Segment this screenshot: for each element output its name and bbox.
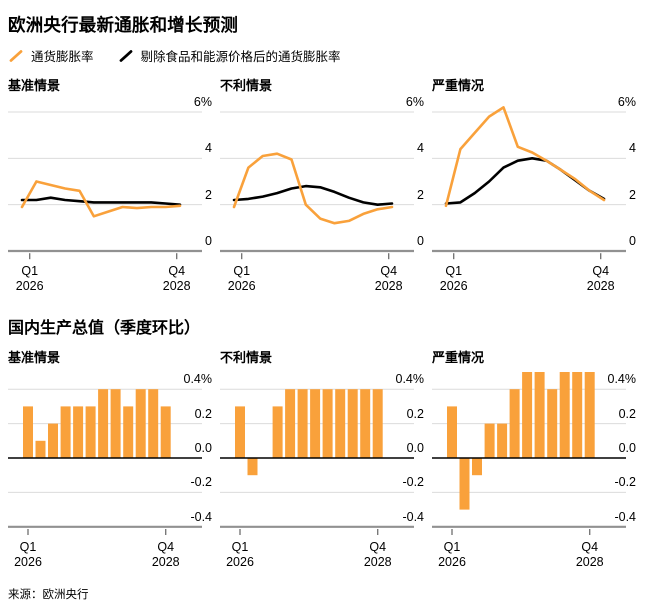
y-axis-label: 0.0 (406, 441, 424, 455)
line-chart-severe: 严重情况 6% 4 2 0 Q1 2026 Q4 2028 (432, 75, 636, 298)
x-axis-label: Q1 2026 (15, 264, 44, 293)
y-axis-label: 0.0 (618, 441, 636, 455)
y-axis-label: 2 (629, 187, 636, 202)
x-axis-label: Q1 2026 (438, 539, 466, 569)
line-plot-adverse: 6% 4 2 0 Q1 2026 Q4 2028 (220, 95, 424, 298)
page-title: 欧洲央行最新通胀和增长预测 (8, 15, 239, 35)
y-axis-label: -0.2 (402, 475, 424, 490)
y-axis-label: 0 (629, 234, 636, 248)
y-axis-label: 0.4% (395, 372, 425, 387)
bar-plot-adverse: 0.4% 0.2 0.0 -0.2 -0.4 Q1 2026 Q4 2028 (220, 368, 424, 580)
x-axis-label: Q4 2028 (575, 539, 604, 569)
core-inflation-line-icon (119, 49, 132, 62)
y-axis-label: 4 (417, 141, 424, 156)
y-axis-label: 0.2 (618, 406, 636, 421)
y-axis-label: -0.4 (614, 509, 636, 524)
bar-chart-baseline: 基准情景 0.4% 0.2 0.0 -0.2 -0.4 Q1 2026 Q4 2028 (8, 347, 212, 580)
inflation-line-icon (9, 49, 23, 62)
y-axis-label: -0.2 (614, 475, 636, 490)
y-axis-label: 6% (193, 95, 212, 110)
bar-plot-severe: 0.4% 0.2 0.0 -0.2 -0.4 Q1 2026 Q4 2028 (432, 368, 636, 580)
y-axis-label: 0.0 (194, 441, 212, 455)
source-note: 来源：欧洲央行 (8, 589, 89, 601)
x-axis-label: Q4 2028 (363, 539, 392, 569)
x-axis-label: Q1 2026 (439, 264, 468, 293)
legend-label-core-inflation: 剔除食品和能源价格后的通货膨胀率 (140, 50, 341, 64)
chart-title: 不利情景 (220, 350, 273, 365)
chart-legend: 通货膨胀率 剔除食品和能源价格后的通货膨胀率 (8, 46, 645, 65)
gdp-charts-row: 基准情景 0.4% 0.2 0.0 -0.2 -0.4 Q1 2026 Q4 2028 不利情景… (8, 347, 645, 580)
bar-chart-adverse: 不利情景 0.4% 0.2 0.0 -0.2 -0.4 Q1 2026 Q4 2028 (220, 347, 424, 580)
y-axis-label: -0.2 (190, 475, 212, 490)
bar-chart-severe: 严重情况 0.4% 0.2 0.0 -0.2 -0.4 Q1 2026 Q4 2028 (432, 347, 636, 580)
legend-label-inflation: 通货膨胀率 (31, 50, 94, 64)
y-axis-label: -0.4 (402, 509, 424, 524)
chart-title: 严重情况 (432, 78, 485, 93)
y-axis-label: 4 (205, 141, 212, 156)
y-axis-label: 2 (417, 187, 424, 202)
y-axis-label: 4 (629, 141, 636, 156)
x-axis-label: Q1 2026 (227, 264, 256, 293)
gdp-section-title: 国内生产总值（季度环比） (8, 320, 201, 337)
inflation-charts-row: 基准情景 6% 4 2 0 Q1 2026 Q4 2028 不利情景 6% 4 2 0 Q1 2026 Q… (8, 75, 645, 298)
chart-title: 不利情景 (220, 78, 273, 93)
y-axis-label: 0.4% (607, 372, 637, 387)
x-axis-label: Q4 2028 (586, 264, 615, 293)
chart-title: 基准情景 (8, 78, 61, 93)
x-axis-label: Q4 2028 (374, 264, 403, 293)
y-axis-label: 0 (205, 234, 212, 248)
x-axis-label: Q1 2026 (14, 539, 42, 569)
bar-plot-baseline: 0.4% 0.2 0.0 -0.2 -0.4 Q1 2026 Q4 2028 (8, 368, 212, 580)
x-axis-label: Q4 2028 (151, 539, 180, 569)
y-axis-label: 2 (205, 187, 212, 202)
y-axis-label: -0.4 (190, 509, 212, 524)
y-axis-label: 0.4% (183, 372, 213, 387)
x-axis-label: Q4 2028 (162, 264, 191, 293)
x-axis-label: Q1 2026 (226, 539, 254, 569)
y-axis-label: 6% (405, 95, 424, 110)
line-plot-baseline: 6% 4 2 0 Q1 2026 Q4 2028 (8, 95, 212, 298)
y-axis-label: 0.2 (194, 406, 212, 421)
y-axis-label: 6% (617, 95, 636, 110)
line-chart-adverse: 不利情景 6% 4 2 0 Q1 2026 Q4 2028 (220, 75, 424, 298)
legend-item-core-inflation: 剔除食品和能源价格后的通货膨胀率 (118, 46, 341, 65)
chart-title: 基准情景 (8, 350, 61, 365)
y-axis-label: 0 (417, 234, 424, 248)
line-plot-severe: 6% 4 2 0 Q1 2026 Q4 2028 (432, 95, 636, 298)
y-axis-label: 0.2 (406, 406, 424, 421)
line-chart-baseline: 基准情景 6% 4 2 0 Q1 2026 Q4 2028 (8, 75, 212, 298)
chart-title: 严重情况 (432, 350, 485, 365)
legend-item-inflation: 通货膨胀率 (8, 46, 94, 65)
